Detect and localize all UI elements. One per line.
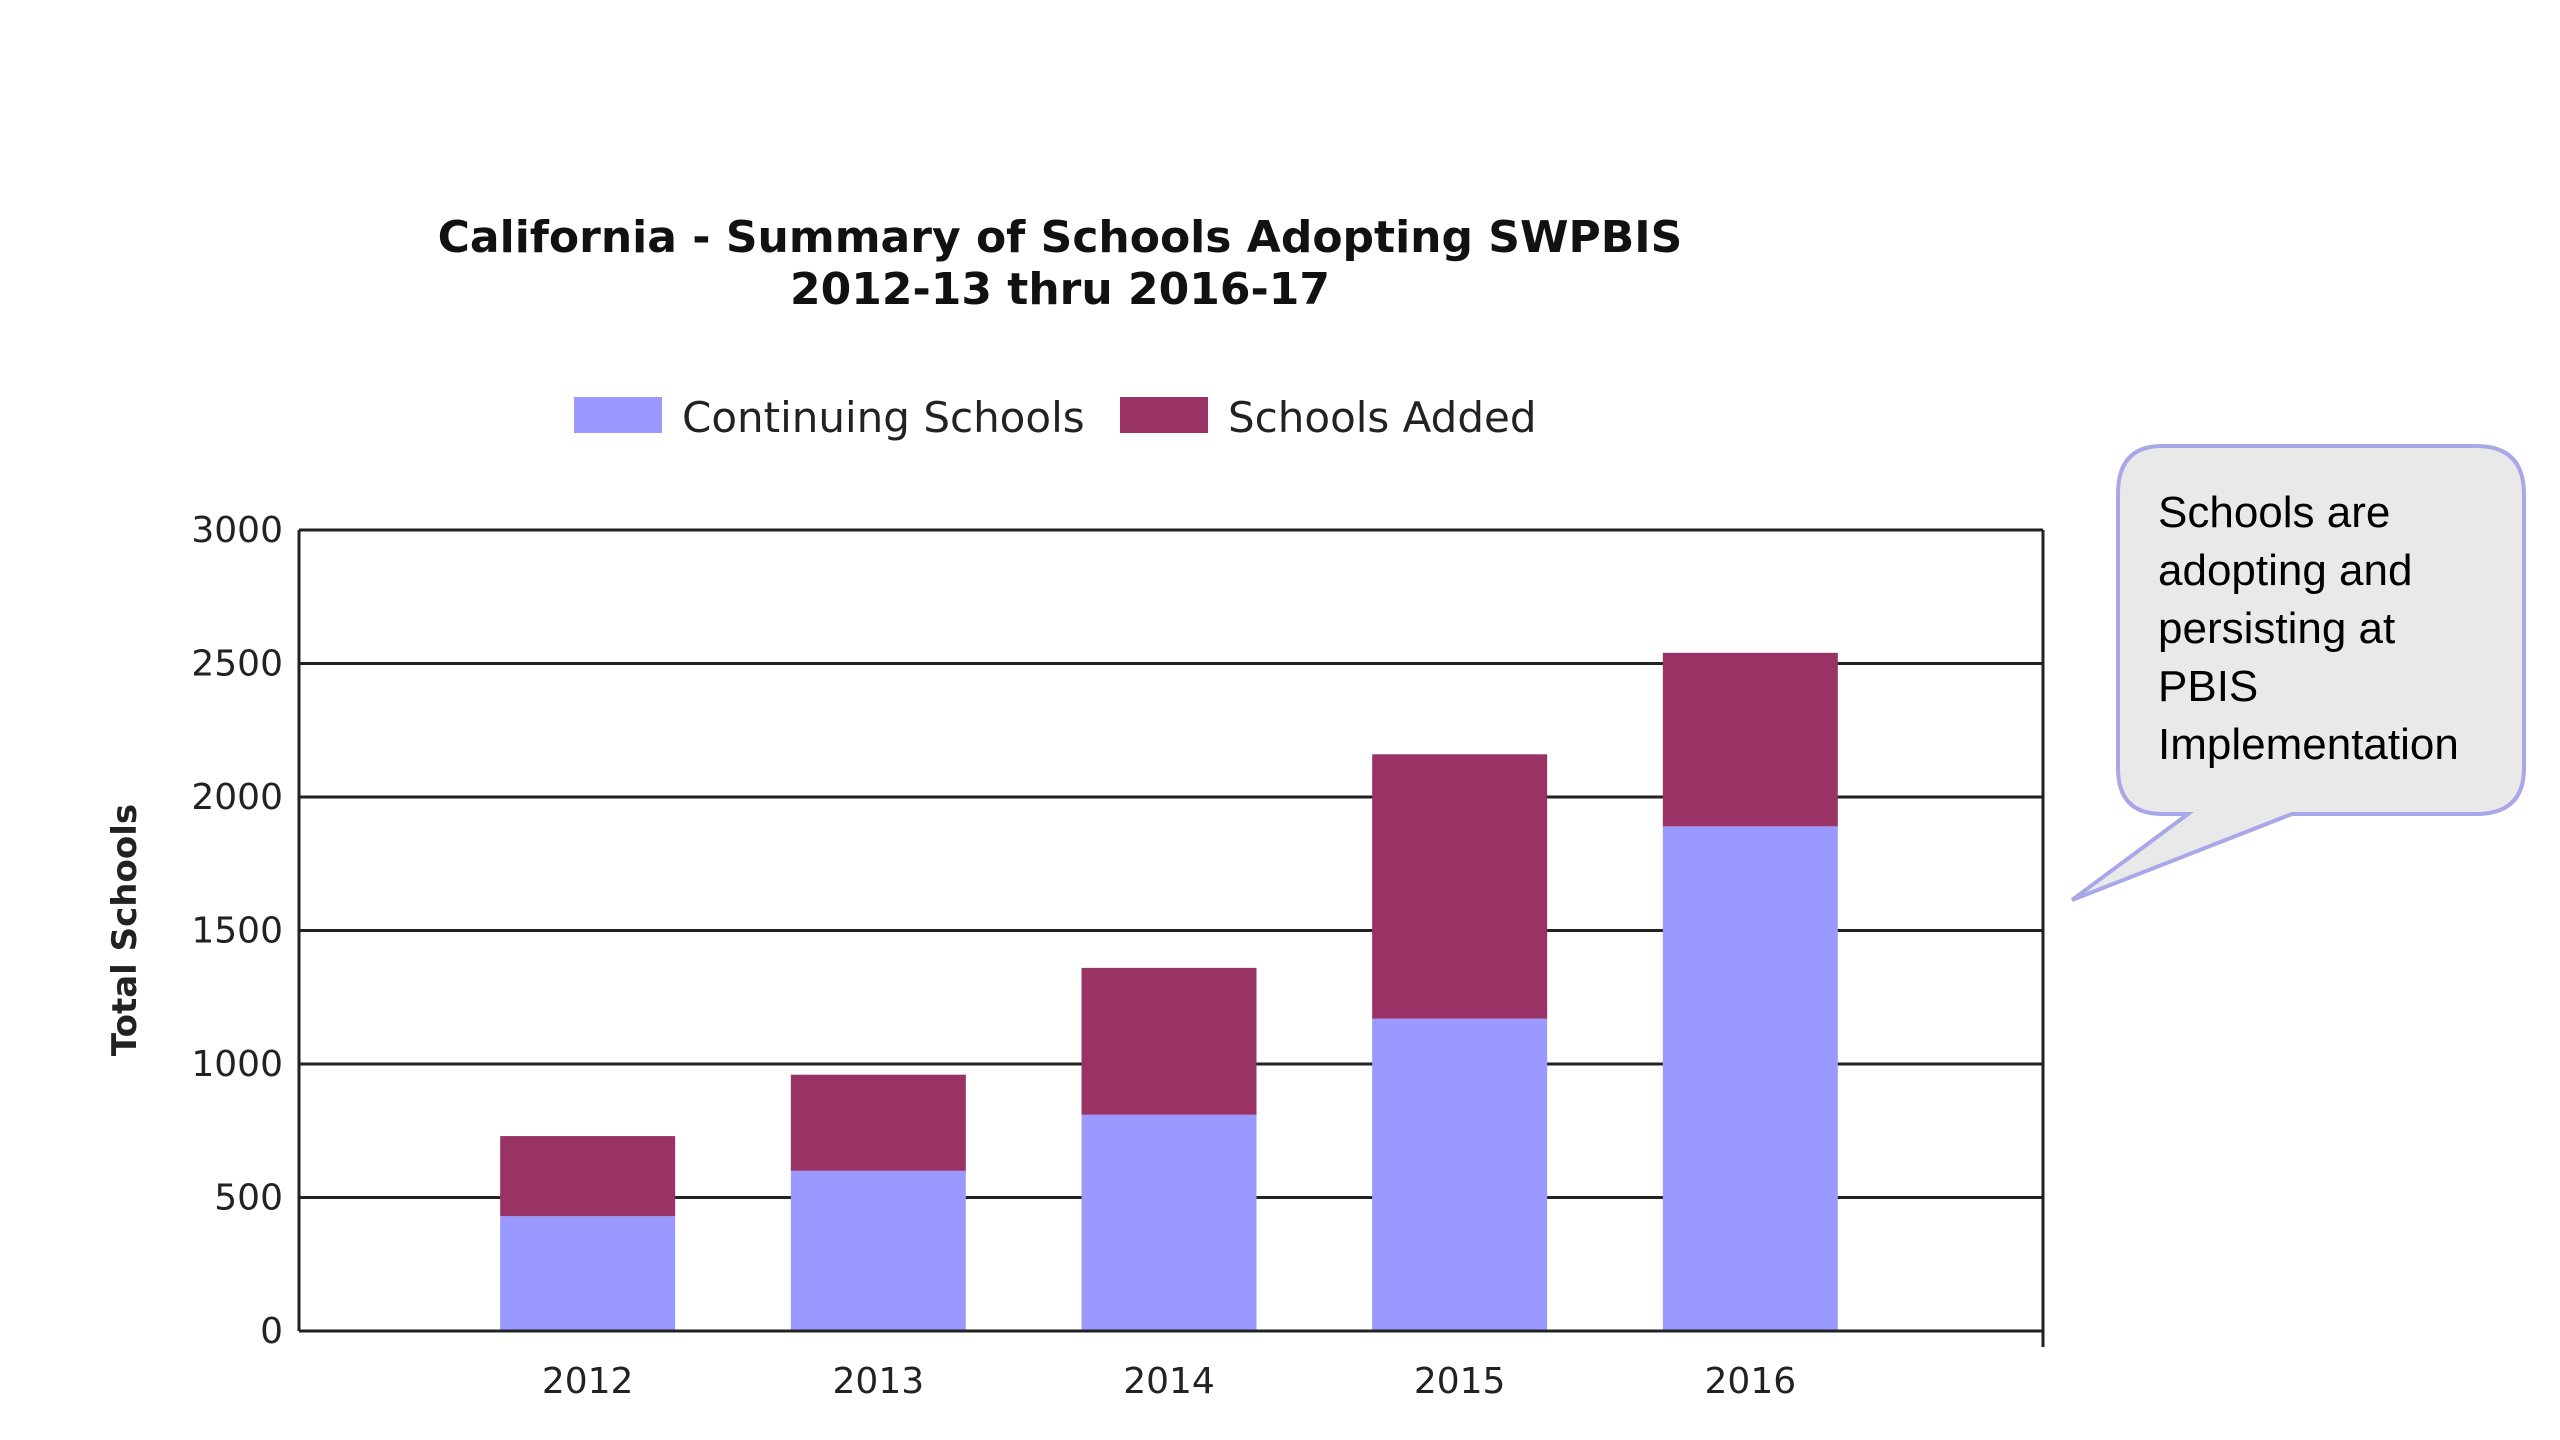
y-tick-label: 0 bbox=[260, 1311, 283, 1352]
legend-label-schools-added: Schools Added bbox=[1228, 393, 1536, 442]
y-tick-label: 2000 bbox=[191, 777, 283, 818]
chart-title-group: California - Summary of Schools Adopting… bbox=[438, 212, 1683, 315]
callout-line: PBIS bbox=[2158, 662, 2259, 711]
callout-text: Schools are adopting and persisting at P… bbox=[2158, 484, 2518, 774]
y-axis-label: Total Schools bbox=[105, 804, 145, 1056]
callout-line: adopting and bbox=[2158, 546, 2413, 595]
x-tick-labels: 2012 2013 2014 2015 2016 bbox=[542, 1361, 1796, 1402]
legend-swatch-schools-added bbox=[1120, 397, 1208, 433]
legend-label-continuing-schools: Continuing Schools bbox=[682, 393, 1085, 442]
legend: Continuing Schools Schools Added bbox=[574, 393, 1536, 442]
bar-continuing-schools-2013 bbox=[790, 1170, 966, 1331]
bar-continuing-schools-2012 bbox=[500, 1216, 676, 1331]
y-tick-label: 3000 bbox=[191, 510, 283, 551]
y-tick-label: 1500 bbox=[191, 911, 283, 952]
x-tick-label: 2013 bbox=[833, 1361, 925, 1402]
bar-continuing-schools-2015 bbox=[1372, 1018, 1548, 1331]
callout-bubble bbox=[2070, 444, 2526, 902]
chart-subtitle: 2012-13 thru 2016-17 bbox=[790, 264, 1330, 315]
callout-line: Implementation bbox=[2158, 720, 2459, 769]
bar-schools-added-2016 bbox=[1662, 652, 1838, 827]
x-tick-label: 2016 bbox=[1705, 1361, 1797, 1402]
callout-shape bbox=[2070, 444, 2526, 902]
y-tick-label: 500 bbox=[214, 1178, 283, 1219]
plot-frame bbox=[297, 528, 2045, 1347]
bar-continuing-schools-2016 bbox=[1662, 826, 1838, 1331]
x-tick-label: 2012 bbox=[542, 1361, 634, 1402]
bar-continuing-schools-2014 bbox=[1081, 1114, 1257, 1331]
bar-schools-added-2014 bbox=[1081, 967, 1257, 1115]
bar-schools-added-2012 bbox=[500, 1136, 676, 1217]
callout-line: persisting at bbox=[2158, 604, 2396, 653]
bar-schools-added-2013 bbox=[790, 1074, 966, 1171]
y-tick-label: 2500 bbox=[191, 644, 283, 685]
x-tick-label: 2014 bbox=[1123, 1361, 1215, 1402]
bar-schools-added-2015 bbox=[1372, 754, 1548, 1019]
y-tick-labels: 0 500 1000 1500 2000 2500 3000 bbox=[191, 510, 283, 1352]
legend-swatch-continuing-schools bbox=[574, 397, 662, 433]
x-tick-label: 2015 bbox=[1414, 1361, 1506, 1402]
callout-line: Schools are bbox=[2158, 488, 2391, 537]
y-tick-label: 1000 bbox=[191, 1044, 283, 1085]
bars bbox=[500, 652, 1838, 1331]
chart-title: California - Summary of Schools Adopting… bbox=[438, 212, 1683, 263]
